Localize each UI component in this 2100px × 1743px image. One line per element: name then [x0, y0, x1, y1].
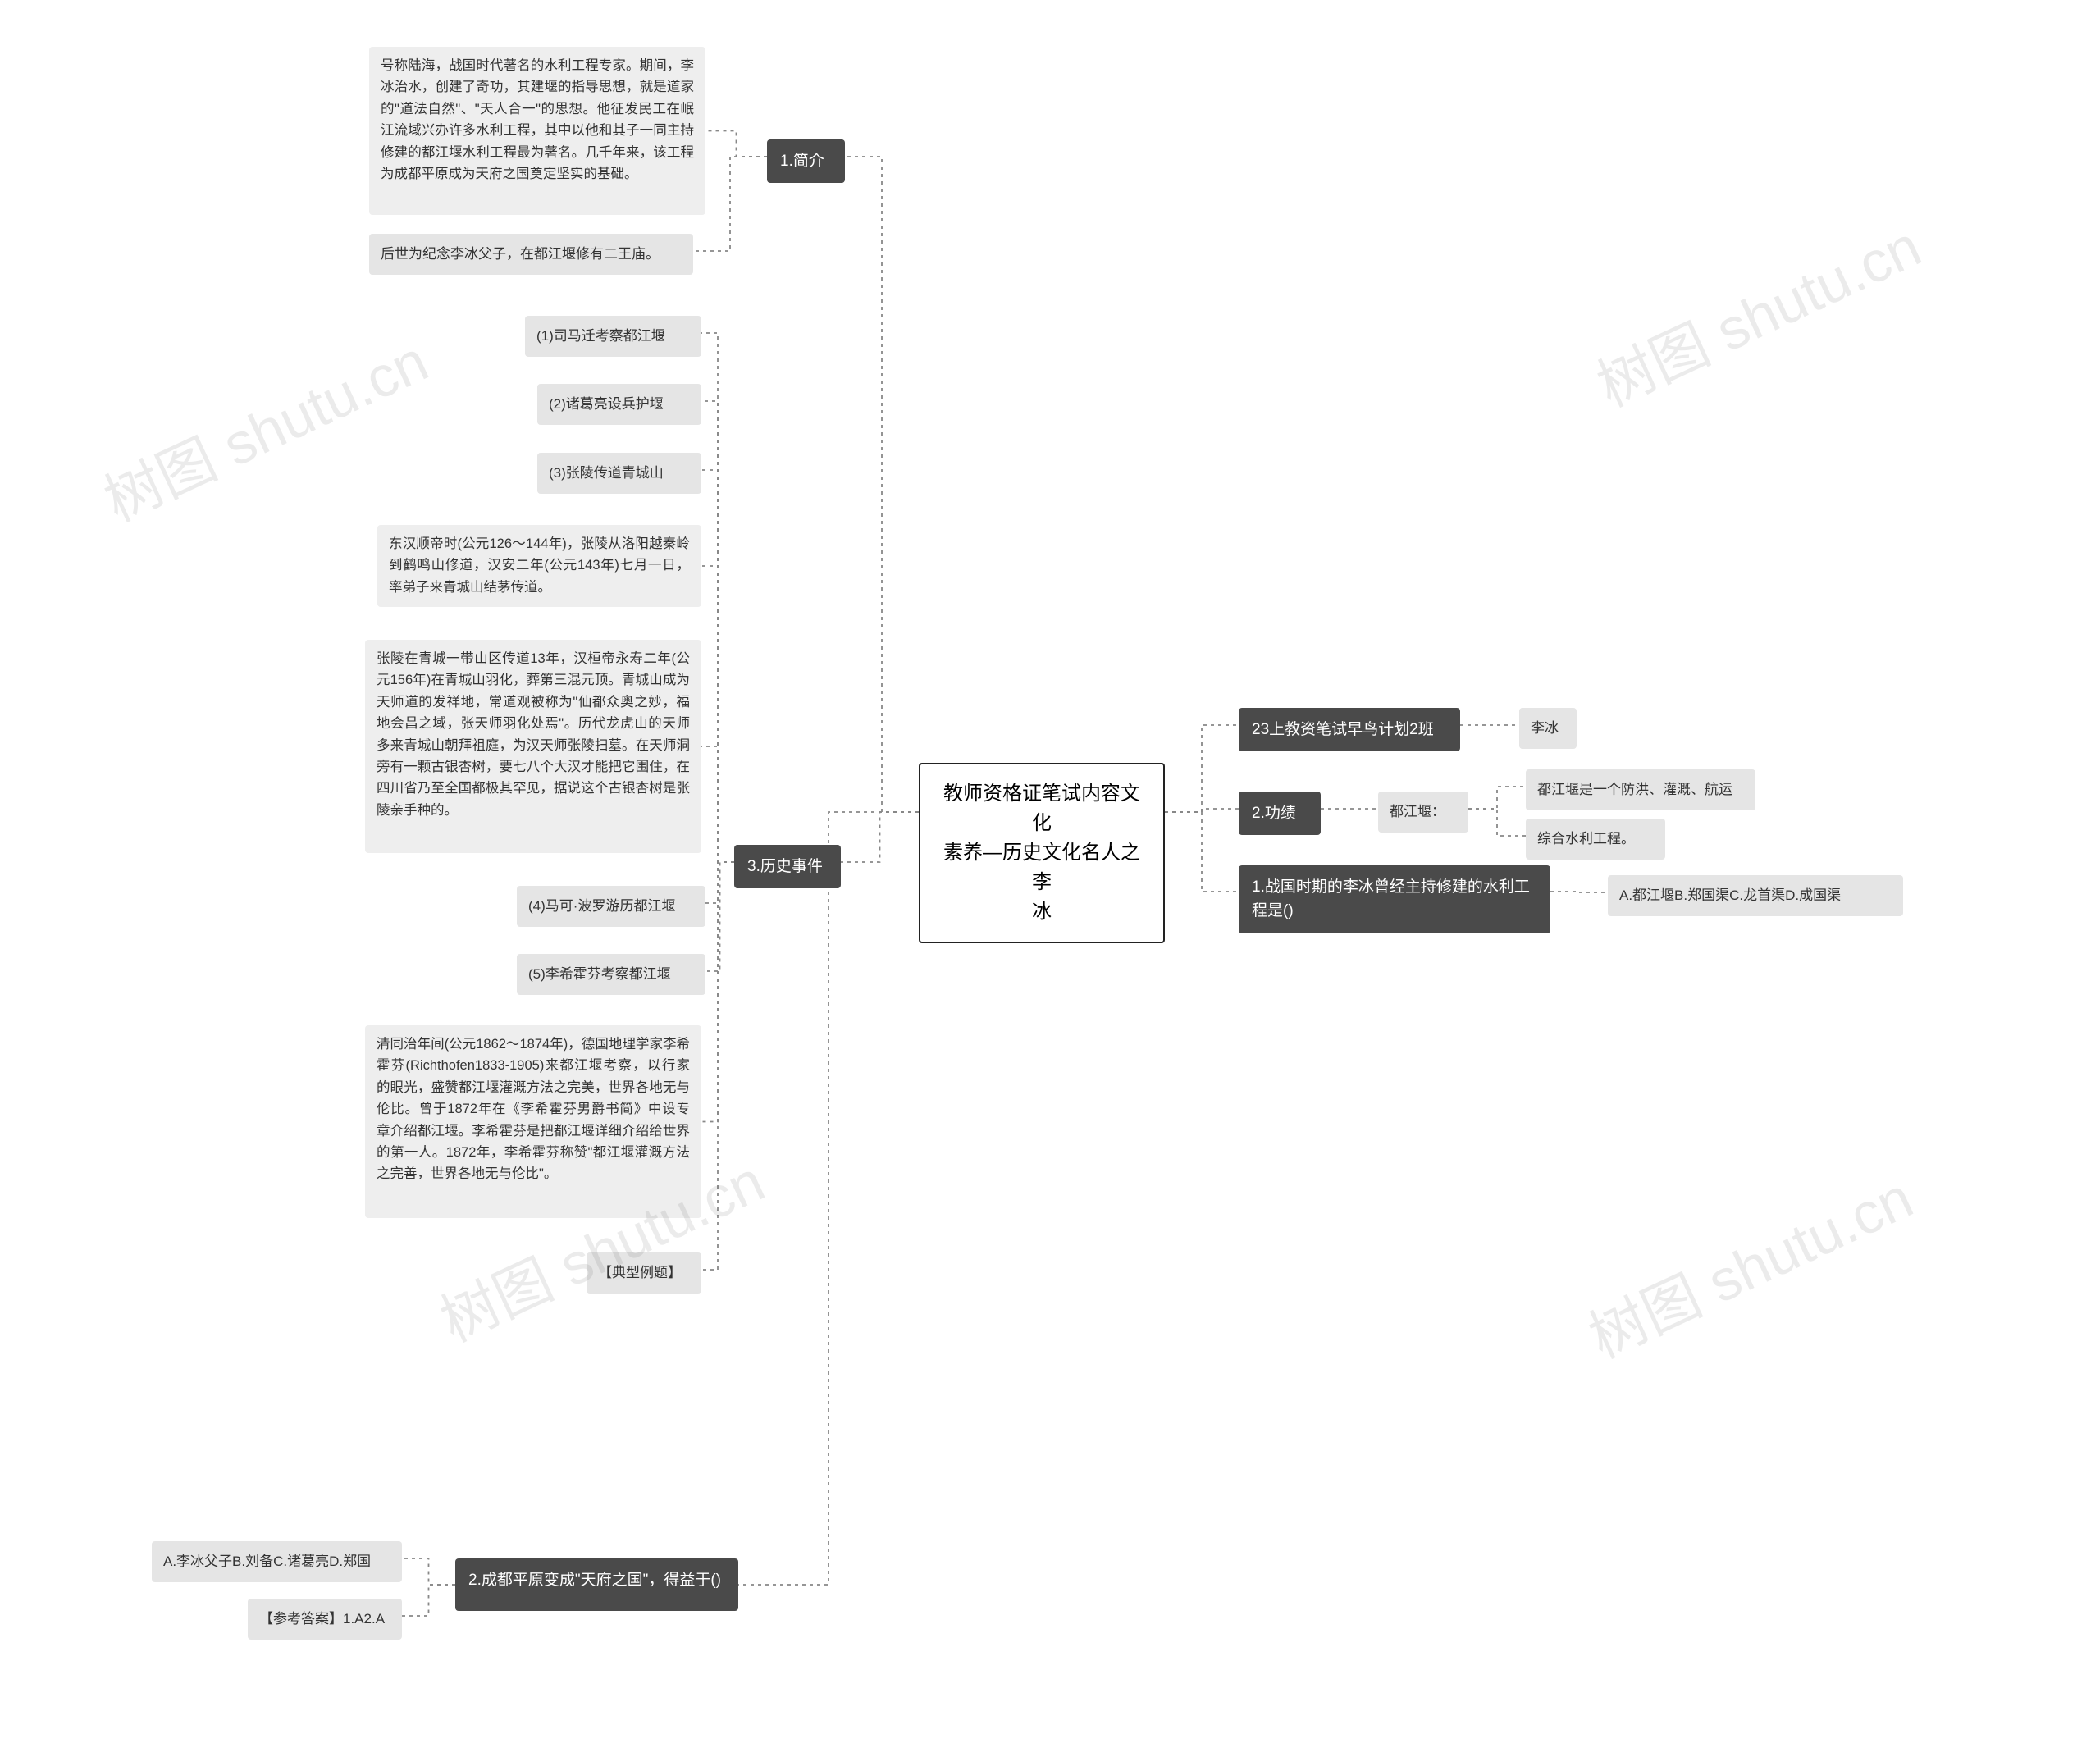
leaf-q2-options: A.李冰父子B.刘备C.诸葛亮D.郑国 — [152, 1541, 402, 1582]
para-event-p3: 清同治年间(公元1862～1874年)，德国地理学家李希霍芬(Richthofe… — [365, 1025, 701, 1218]
mindmap-canvas: 教师资格证笔试内容文化 素养—历史文化名人之李 冰 23上教资笔试早鸟计划2班 … — [0, 0, 2100, 1743]
leaf-event-4: (4)马可·波罗游历都江堰 — [517, 886, 705, 927]
para-intro-1: 号称陆海，战国时代著名的水利工程专家。期间，李冰治水，创建了奇功，其建堰的指导思… — [369, 47, 705, 215]
leaf-q2-answer: 【参考答案】1.A2.A — [248, 1599, 402, 1640]
center-node: 教师资格证笔试内容文化 素养—历史文化名人之李 冰 — [919, 763, 1165, 943]
leaf-event-2: (2)诸葛亮设兵护堰 — [537, 384, 701, 425]
branch-events: 3.历史事件 — [734, 845, 841, 888]
branch-merit: 2.功绩 — [1239, 792, 1321, 835]
para-event-p2: 张陵在青城一带山区传道13年，汉桓帝永寿二年(公元156年)在青城山羽化，葬第三… — [365, 640, 701, 853]
leaf-q1-options: A.都江堰B.郑国渠C.龙首渠D.成国渠 — [1608, 875, 1903, 916]
leaf-merit-sub2: 综合水利工程。 — [1526, 819, 1665, 860]
branch-q1: 1.战国时期的李冰曾经主持修建的水利工程是() — [1239, 865, 1550, 933]
branch-q2: 2.成都平原变成"天府之国"，得益于() — [455, 1558, 738, 1611]
para-event-p1: 东汉顺帝时(公元126～144年)，张陵从洛阳越秦岭到鹤鸣山修道，汉安二年(公元… — [377, 525, 701, 607]
watermark: 树图 shutu.cn — [1582, 201, 1933, 423]
center-line2: 素养—历史文化名人之李 — [943, 842, 1140, 893]
leaf-merit-sub1: 都江堰是一个防洪、灌溉、航运 — [1526, 769, 1755, 810]
leaf-plan-libing: 李冰 — [1519, 708, 1577, 749]
leaf-merit-dj: 都江堰： — [1378, 792, 1468, 833]
branch-intro: 1.简介 — [767, 139, 845, 183]
watermark: 树图 shutu.cn — [1574, 1152, 1924, 1375]
center-line1: 教师资格证笔试内容文化 — [943, 783, 1140, 834]
para-intro-2: 后世为纪念李冰父子，在都江堰修有二王庙。 — [369, 234, 693, 275]
leaf-example: 【典型例题】 — [587, 1252, 701, 1294]
center-line3: 冰 — [1032, 901, 1052, 923]
watermark: 树图 shutu.cn — [89, 316, 440, 538]
leaf-event-3: (3)张陵传道青城山 — [537, 453, 701, 494]
leaf-event-1: (1)司马迁考察都江堰 — [525, 316, 701, 357]
leaf-event-5: (5)李希霍芬考察都江堰 — [517, 954, 705, 995]
branch-plan: 23上教资笔试早鸟计划2班 — [1239, 708, 1460, 751]
